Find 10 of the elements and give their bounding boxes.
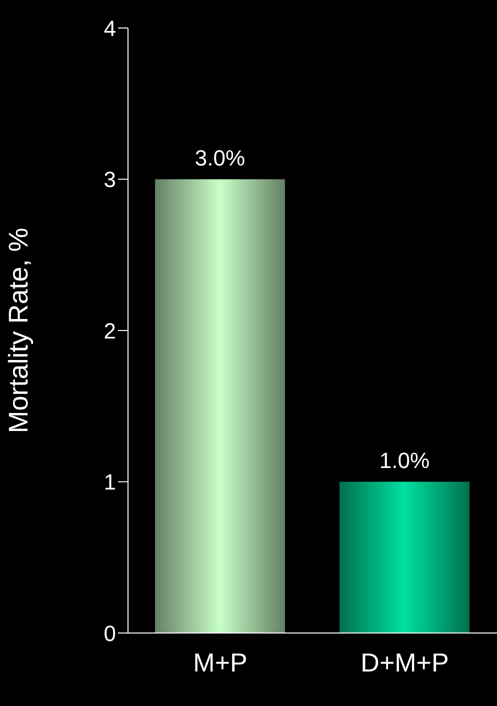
x-tick-label: D+M+P [360, 647, 449, 678]
y-tick-label: 2 [104, 318, 116, 344]
y-tick-label: 1 [104, 470, 116, 495]
data-label: 1.0% [379, 448, 430, 473]
y-tick-label: 0 [104, 620, 116, 646]
y-tick-label: 4 [104, 16, 116, 41]
y-axis-title: Mortality Rate, % [4, 228, 34, 434]
data-label: 3.0% [194, 145, 246, 170]
x-tick-label: M+P [193, 647, 248, 678]
y-tick-label: 3 [104, 167, 116, 192]
